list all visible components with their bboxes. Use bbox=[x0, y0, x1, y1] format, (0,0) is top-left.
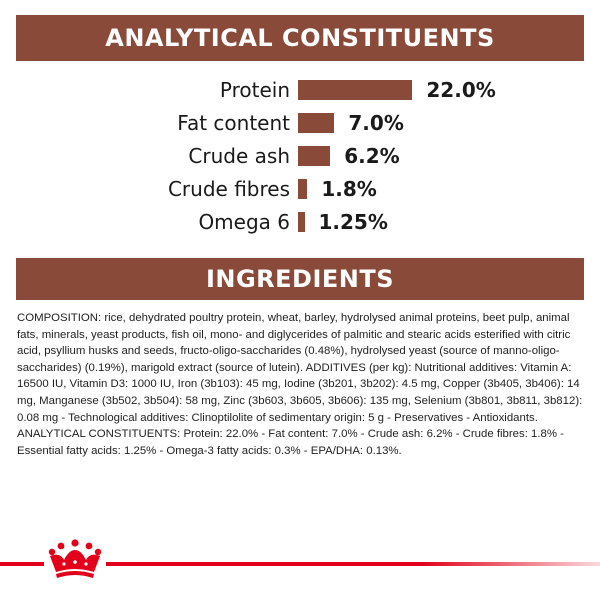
royal-canin-crown-icon bbox=[44, 538, 106, 582]
constituent-bar bbox=[298, 146, 331, 166]
constituent-row: Crude fibres 1.8% bbox=[0, 174, 600, 204]
constituent-row: Protein 22.0% bbox=[0, 75, 600, 105]
constituent-label: Omega 6 bbox=[198, 210, 290, 234]
constituent-value: 1.8% bbox=[321, 177, 377, 201]
constituent-bar bbox=[298, 113, 335, 133]
constituent-value: 6.2% bbox=[344, 144, 400, 168]
constituent-bar bbox=[298, 212, 305, 232]
constituent-value: 7.0% bbox=[348, 111, 404, 135]
constituent-label: Fat content bbox=[177, 111, 290, 135]
constituent-bar bbox=[298, 80, 413, 100]
constituent-label: Crude fibres bbox=[167, 177, 290, 201]
constituent-label: Protein bbox=[219, 78, 290, 102]
footer-red-line bbox=[0, 562, 600, 566]
composition-text: COMPOSITION: rice, dehydrated poultry pr… bbox=[17, 312, 583, 457]
constituent-row: Fat content 7.0% bbox=[0, 108, 600, 138]
constituent-value: 1.25% bbox=[318, 210, 388, 234]
constituent-row: Omega 6 1.25% bbox=[0, 207, 600, 237]
constituent-label: Crude ash bbox=[188, 144, 290, 168]
constituent-value: 22.0% bbox=[426, 78, 496, 102]
constituent-row: Crude ash 6.2% bbox=[0, 141, 600, 171]
constituent-bar bbox=[298, 179, 308, 199]
analytical-constituents-header: ANALYTICAL CONSTITUENTS bbox=[16, 15, 584, 61]
ingredients-header: INGREDIENTS bbox=[16, 258, 584, 300]
